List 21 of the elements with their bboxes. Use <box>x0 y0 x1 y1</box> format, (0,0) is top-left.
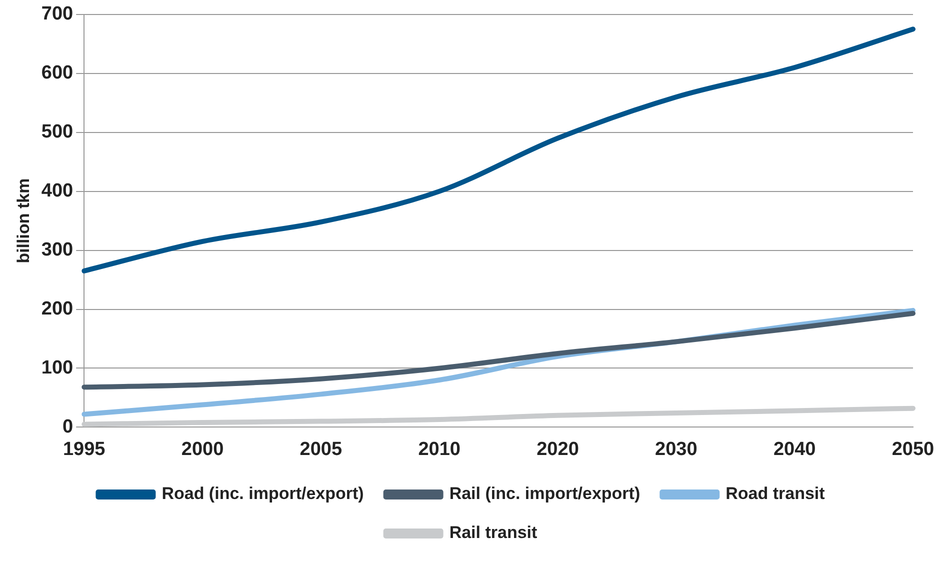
x-tick-label: 2040 <box>773 438 816 460</box>
y-axis-title: billion tkm <box>14 178 33 264</box>
x-tick-label: 2010 <box>418 438 460 460</box>
legend-label: Rail (inc. import/export) <box>449 484 640 504</box>
legend-label: Road transit <box>726 484 826 504</box>
x-tick-label: 2030 <box>655 438 698 460</box>
x-tick-label: 1995 <box>62 438 106 460</box>
y-tick-label: 100 <box>41 357 74 378</box>
y-tick-label: 0 <box>62 416 74 438</box>
y-tick-label: 400 <box>41 180 74 202</box>
y-tick-label: 700 <box>41 4 74 25</box>
y-tick-label: 200 <box>41 298 74 320</box>
legend-label: Rail transit <box>449 523 538 542</box>
x-tick-label: 2000 <box>181 438 224 460</box>
x-tick-label: 2020 <box>536 438 579 460</box>
legend-label: Road (inc. import/export) <box>162 484 364 504</box>
y-tick-label: 500 <box>41 122 74 143</box>
y-tick-label: 600 <box>41 62 74 84</box>
x-tick-label: 2050 <box>892 438 934 460</box>
x-tick-label: 2005 <box>300 438 342 460</box>
y-tick-label: 300 <box>41 240 74 261</box>
